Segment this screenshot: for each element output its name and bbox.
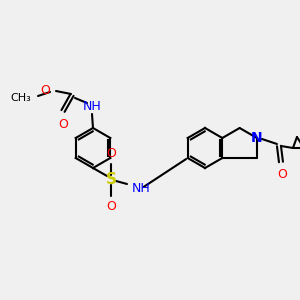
Text: NH: NH (132, 182, 151, 194)
Text: S: S (106, 172, 116, 188)
Text: O: O (40, 85, 50, 98)
Text: O: O (277, 168, 287, 181)
Text: NH: NH (82, 100, 101, 113)
Text: CH₃: CH₃ (10, 93, 31, 103)
Text: O: O (106, 147, 116, 160)
Text: O: O (106, 200, 116, 213)
Text: O: O (58, 118, 68, 131)
Text: N: N (251, 131, 263, 145)
